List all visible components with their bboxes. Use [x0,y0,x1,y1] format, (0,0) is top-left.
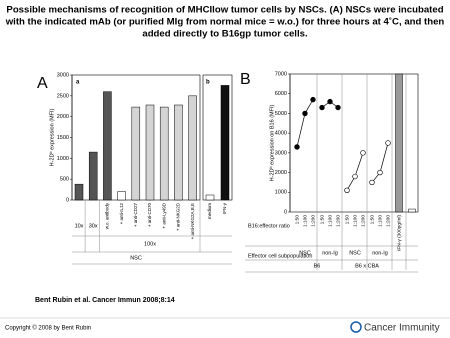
ratio-label: 1:100 [377,215,383,227]
y-tick-label: 1500 [57,135,69,141]
title-line: Possible mechanisms of recognition of MH… [6,5,443,16]
y-tick-label: 0 [66,197,69,203]
y-tick-label: 1000 [57,156,69,162]
y-tick-label: 1000 [275,190,287,196]
y-tick-label: 500 [60,177,69,183]
y-tick-label: 7000 [275,71,287,77]
y-tick-label: 5000 [275,111,287,117]
panel-label: A [37,75,48,92]
y-tick-label: 3000 [57,72,69,78]
series-line [346,152,364,191]
series-line [296,99,314,148]
plot-frame [289,73,419,213]
row-label: Effector cell subpopulation [248,253,312,259]
bar [220,85,230,201]
series-line [371,142,389,183]
ratio-label: 1:200 [335,215,341,227]
subpopulation-label: non-Ig [322,250,338,256]
y-axis-label: H-2Dᵇ expression on B16 (MFI) [268,105,275,182]
bar [205,194,215,201]
y-tick-label: 6000 [275,91,287,97]
subpanel-label: b [206,80,210,86]
point [310,96,316,103]
subpopulation-label: non-Ig [372,250,388,256]
group-label: 100x [144,241,156,247]
x-tick-label: w.o. antibody [105,202,110,229]
bar [74,183,84,201]
bar [117,191,126,201]
ratio-label: 1:50 [319,215,325,225]
subpopulation-label: NSC [299,250,311,256]
point [369,179,375,186]
bar [159,106,169,201]
point [344,187,350,194]
ratio-label: 1:50 [369,215,375,225]
ratio-label: 1:100 [327,215,333,227]
bar [174,104,183,201]
x-tick-label: IFN-γ [222,202,227,214]
point [302,110,308,117]
ratio-label: 1:50 [344,215,350,225]
ratio-label: 1:100 [352,215,358,227]
subpanel-frame [202,74,233,201]
bar [408,208,416,213]
bar [88,151,98,201]
logo-icon [350,321,362,333]
group-label: NSC [130,255,142,261]
point [335,104,341,111]
ratio-label: 1:200 [310,215,316,227]
point [352,173,358,180]
point [360,150,366,156]
y-tick-label: 2000 [275,170,287,176]
logo: Cancer Immunity [364,323,440,334]
ratio-label: 1:100 [302,215,308,227]
x-tick-label: + anti-IL12 [119,203,124,225]
title-line: with the indicated mAb (or purified MIg … [5,17,445,28]
point [319,104,325,111]
subpopulation-label: NSC [349,250,361,256]
y-tick-label: 0 [284,209,287,215]
x-tick-label: IFN-γ (300pg/ml) [396,215,402,251]
title-line: added directly to B16gp tumor cells. [142,29,307,40]
x-tick-label: + anti-NKG2A,B,E [190,203,195,239]
y-tick-label: 2500 [57,93,69,99]
strain-label: B6 x CBA [355,263,379,269]
bar [395,73,403,213]
point [294,144,300,150]
x-tick-label: + anti-NKG2D [176,202,181,231]
point [327,98,333,105]
point [385,140,391,146]
panel-label: B [240,71,251,88]
subpanel-label: a [76,80,80,86]
bar [131,106,141,201]
x-tick-label: 30x [89,223,98,229]
x-tick-label: medium [207,203,212,219]
x-tick-label: + anti-CD27 [133,203,138,228]
y-axis-label: H-2Dᵇ expression (MFI) [48,108,55,166]
x-tick-label: + anti-Ly49D [161,202,166,228]
bar [188,95,197,201]
ratio-label: 1:200 [385,215,391,227]
ratio-label: 1:200 [360,215,366,227]
y-tick-label: 3000 [275,150,287,156]
copyright: Copyright © 2008 by Bent Rubin [5,325,91,332]
row-label: B16:effector ratio [248,223,290,229]
y-tick-label: 4000 [275,131,287,137]
ratio-label: 1:50 [294,215,300,225]
y-tick-label: 2000 [57,114,69,120]
x-tick-label: 10x [75,223,84,229]
strain-label: B6 [314,263,321,269]
x-tick-label: + anti-CD70 [147,203,152,228]
point [377,169,383,176]
bar [103,91,112,201]
bar [145,104,155,201]
citation: Bent Rubin et al. Cancer Immun 2008;8:14 [35,297,175,304]
